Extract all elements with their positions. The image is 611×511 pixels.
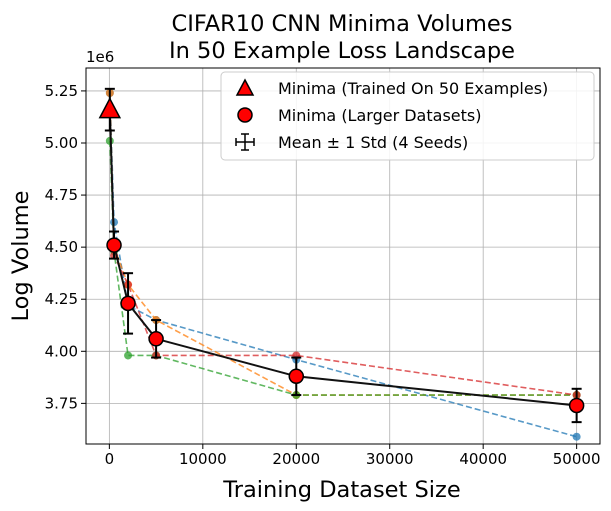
mean-marker <box>288 368 305 385</box>
y-tick-label: 5.25 <box>45 82 78 100</box>
mean-marker <box>568 397 585 414</box>
mean-layer <box>104 87 582 424</box>
seed-3-line <box>109 140 577 396</box>
chart-title-line-2: In 50 Example Loss Landscape <box>169 38 515 64</box>
y-tick-label: 4.75 <box>45 186 78 204</box>
y-tick-label: 4.50 <box>45 238 78 256</box>
legend-label-mean-std: Mean ± 1 Std (4 Seeds) <box>278 133 468 152</box>
x-tick-label: 0 <box>105 450 115 468</box>
mean-marker <box>148 331 164 347</box>
legend: Minima (Trained On 50 Examples) Minima (… <box>220 71 595 161</box>
x-axis-label: Training Dataset Size <box>222 477 460 503</box>
x-tick-label: 10000 <box>179 450 227 468</box>
legend-label-larger-datasets: Minima (Larger Datasets) <box>278 106 481 125</box>
y-axis-label: Log Volume <box>8 190 34 321</box>
trained-minima-marker <box>98 97 122 119</box>
x-tick-label: 20000 <box>272 450 320 468</box>
seed-1-point <box>572 432 581 441</box>
x-tick-label: 30000 <box>366 450 414 468</box>
y-offset-text: 1e6 <box>86 48 114 66</box>
y-tick-label: 5.00 <box>45 134 78 152</box>
legend-circle-marker <box>237 107 253 123</box>
mean-marker <box>106 237 122 253</box>
chart-title-line-1: CIFAR10 CNN Minima Volumes <box>172 11 513 37</box>
x-axis-ticks: 0 10000 20000 30000 40000 50000 <box>105 444 601 468</box>
seed-3-point <box>124 351 133 360</box>
mean-line <box>108 109 577 407</box>
legend-errorbar-marker <box>235 133 255 151</box>
legend-label-trained-minima: Minima (Trained On 50 Examples) <box>278 79 548 98</box>
markers <box>98 97 585 414</box>
y-tick-label: 3.75 <box>45 394 78 412</box>
seed-1-line <box>109 92 577 438</box>
x-tick-label: 40000 <box>459 450 507 468</box>
y-axis-ticks: 3.75 4.00 4.25 4.50 4.75 5.00 5.25 <box>45 82 86 412</box>
x-tick-label: 50000 <box>553 450 601 468</box>
plot-frame <box>85 67 601 445</box>
legend-triangle-marker <box>235 78 255 96</box>
mean-marker <box>120 295 136 312</box>
y-tick-label: 4.00 <box>45 342 78 360</box>
y-tick-label: 4.25 <box>45 290 78 308</box>
legend-box <box>220 71 595 161</box>
